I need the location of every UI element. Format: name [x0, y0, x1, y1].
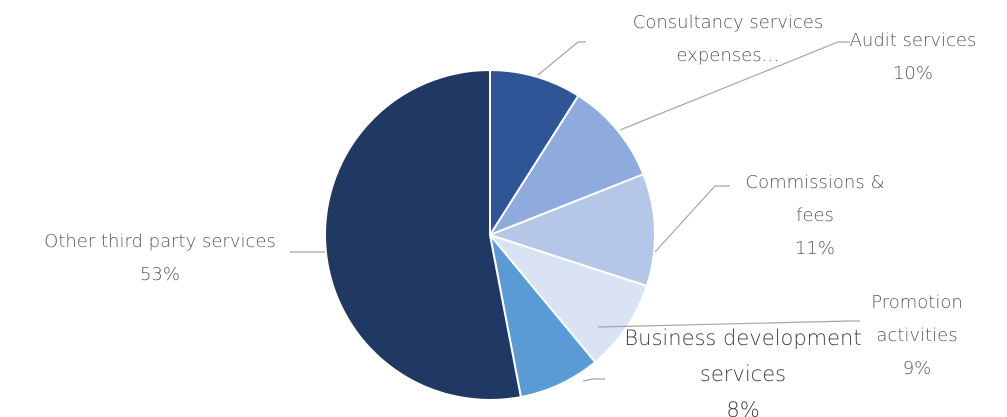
pie-slice — [489, 68, 580, 239]
value-label: 11% — [794, 238, 835, 259]
category-label: Promotion activities — [871, 292, 963, 346]
slice-label: Business development services 8% — [603, 320, 883, 417]
leader-line — [537, 41, 586, 76]
value-label: 8% — [726, 398, 760, 417]
category-label: Audit services — [849, 30, 977, 51]
pie-slice — [324, 68, 523, 401]
value-label: 10% — [892, 63, 933, 84]
slice-label: Other third party services 53% — [10, 225, 310, 291]
pie-slice — [487, 94, 645, 238]
leader-line — [597, 320, 860, 328]
slice-label: Consultancy services expenses… — [603, 6, 853, 72]
leader-line — [619, 41, 850, 131]
slice-label: Commissions & fees 11% — [725, 166, 905, 265]
leader-line — [654, 185, 730, 253]
value-label: 53% — [139, 264, 180, 285]
value-label: 9% — [902, 358, 932, 379]
category-label: Business development services — [624, 326, 862, 386]
pie-slice — [487, 232, 649, 364]
category-label: Other third party services — [44, 231, 276, 252]
slice-label: Promotion activities 9% — [857, 286, 977, 385]
category-label: Consultancy services expenses… — [632, 12, 824, 66]
leader-line — [582, 378, 605, 382]
slice-label: Audit services 10% — [823, 24, 1003, 90]
category-label: Commissions & fees — [745, 172, 885, 226]
pie-slice — [487, 172, 656, 288]
